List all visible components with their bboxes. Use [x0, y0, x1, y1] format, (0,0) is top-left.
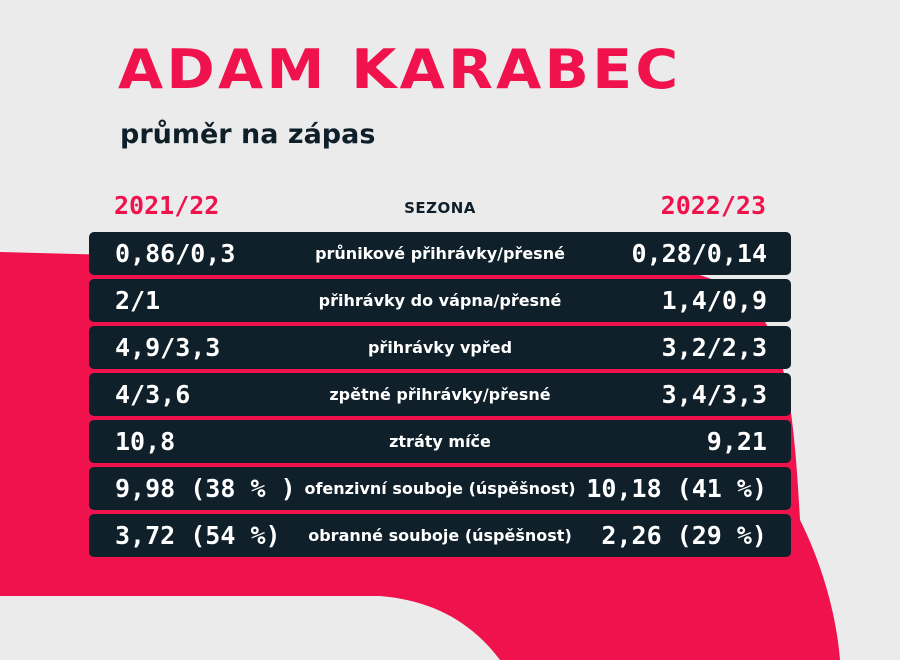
- player-name-title: ADAM KARABEC: [118, 38, 682, 101]
- value-2022-23: 10,18 (41 %): [586, 474, 767, 503]
- stat-label: ztráty míče: [389, 432, 491, 451]
- season-header: 2021/22 SEZONA 2022/23: [90, 188, 790, 224]
- stat-row: 4/3,6 zpětné přihrávky/přesné 3,4/3,3: [89, 373, 791, 416]
- stat-label: přihrávky vpřed: [367, 338, 513, 357]
- value-2021-22: 3,72 (54 %): [115, 521, 281, 550]
- value-2021-22: 4/3,6: [115, 380, 191, 409]
- stat-label: ofenzivní souboje (úspěšnost): [304, 479, 576, 498]
- stat-label: přihrávky do vápna/přesné: [318, 291, 562, 310]
- value-2021-22: 2/1: [115, 286, 161, 315]
- stat-row: 9,98 (38 % ) ofenzivní souboje (úspěšnos…: [89, 467, 791, 510]
- stats-table: 0,86/0,3 průnikové přihrávky/přesné 0,28…: [89, 232, 791, 561]
- value-2022-23: 1,4/0,9: [661, 286, 767, 315]
- subtitle: průměr na zápas: [120, 119, 376, 150]
- season-right-label: 2022/23: [660, 191, 766, 220]
- value-2021-22: 4,9/3,3: [115, 333, 221, 362]
- value-2022-23: 3,4/3,3: [661, 380, 767, 409]
- value-2022-23: 2,26 (29 %): [601, 521, 767, 550]
- stat-label: zpětné přihrávky/přesné: [329, 385, 551, 404]
- stat-row: 10,8 ztráty míče 9,21: [89, 420, 791, 463]
- stat-row: 4,9/3,3 přihrávky vpřed 3,2/2,3: [89, 326, 791, 369]
- stat-row: 0,86/0,3 průnikové přihrávky/přesné 0,28…: [89, 232, 791, 275]
- stat-row: 3,72 (54 %) obranné souboje (úspěšnost) …: [89, 514, 791, 557]
- season-left-label: 2021/22: [114, 191, 220, 220]
- value-2022-23: 0,28/0,14: [631, 239, 767, 268]
- stat-label: průnikové přihrávky/přesné: [315, 244, 565, 263]
- stat-label: obranné souboje (úspěšnost): [308, 526, 572, 545]
- stat-row: 2/1 přihrávky do vápna/přesné 1,4/0,9: [89, 279, 791, 322]
- season-column-label: SEZONA: [404, 199, 476, 217]
- value-2021-22: 9,98 (38 % ): [115, 474, 296, 503]
- value-2022-23: 3,2/2,3: [661, 333, 767, 362]
- value-2021-22: 0,86/0,3: [115, 239, 236, 268]
- value-2021-22: 10,8: [115, 427, 176, 456]
- value-2022-23: 9,21: [706, 427, 767, 456]
